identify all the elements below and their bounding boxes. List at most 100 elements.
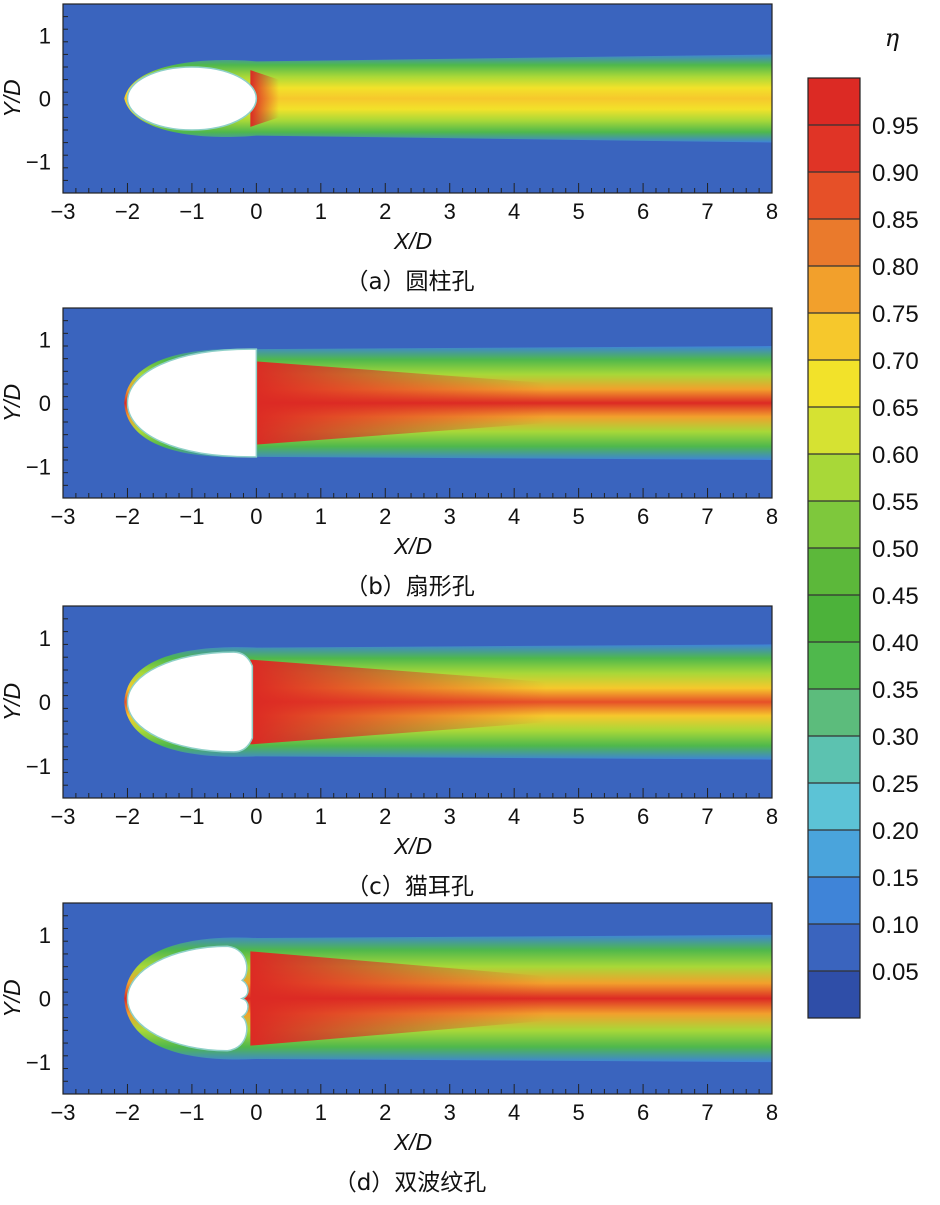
x-tick-label: −3 bbox=[50, 804, 75, 829]
x-tick-label: −3 bbox=[50, 1100, 75, 1125]
x-tick-label: 0 bbox=[250, 1100, 262, 1125]
colorbar-tick-label: 0.35 bbox=[872, 677, 919, 704]
x-tick-label: 0 bbox=[250, 504, 262, 529]
eta-field bbox=[63, 606, 772, 798]
colorbar-tick-label: 0.65 bbox=[872, 395, 919, 422]
colorbar-band bbox=[808, 313, 860, 361]
plot-frame bbox=[62, 3, 773, 194]
y-axis-title: Y/D bbox=[0, 979, 25, 1017]
colorbar-band bbox=[808, 548, 860, 596]
x-tick-label: 3 bbox=[444, 504, 456, 529]
colorbar-tick-label: 0.25 bbox=[872, 771, 919, 798]
colorbar-tick-label: 0.60 bbox=[872, 442, 919, 469]
coolant-jet bbox=[124, 54, 772, 143]
x-tick-label: −2 bbox=[115, 804, 140, 829]
x-tick-label: 6 bbox=[637, 1100, 649, 1125]
axis-ticks bbox=[62, 902, 773, 1095]
y-axis-title: Y/D bbox=[0, 683, 25, 721]
x-tick-label: 6 bbox=[637, 504, 649, 529]
plot-frame bbox=[62, 605, 773, 799]
panel-caption: （d）双波纹孔 bbox=[334, 1170, 487, 1196]
hole-outline bbox=[126, 348, 258, 458]
axis-ticks bbox=[62, 3, 773, 194]
x-tick-label: 8 bbox=[766, 199, 778, 224]
plot-frame bbox=[62, 307, 773, 499]
x-tick-label: 6 bbox=[637, 804, 649, 829]
x-tick-label: 4 bbox=[508, 804, 520, 829]
x-tick-label: 2 bbox=[379, 199, 391, 224]
x-tick-label: −3 bbox=[50, 199, 75, 224]
y-tick-label: 1 bbox=[39, 626, 51, 651]
x-tick-label: 6 bbox=[637, 199, 649, 224]
y-tick-label: 0 bbox=[39, 987, 51, 1012]
colorbar-band bbox=[808, 736, 860, 784]
x-tick-label: −1 bbox=[179, 1100, 204, 1125]
y-tick-label: −1 bbox=[26, 1050, 51, 1075]
colorbar-band bbox=[808, 924, 860, 972]
x-tick-label: −1 bbox=[179, 804, 204, 829]
axis-ticks bbox=[62, 605, 773, 799]
panel-b: −3 −2 −1 0 1 2 3 4 5 6 7 8 1 0 −1 X/D Y/D （b）扇形孔 bbox=[0, 307, 778, 600]
colorbar-band bbox=[808, 125, 860, 173]
x-tick-label: 2 bbox=[379, 504, 391, 529]
colorbar-tick-label: 0.45 bbox=[872, 583, 919, 610]
x-tick-label: 5 bbox=[573, 504, 585, 529]
colorbar-band bbox=[808, 642, 860, 690]
x-tick-label: −1 bbox=[179, 199, 204, 224]
colorbar-tick-label: 0.10 bbox=[872, 912, 919, 939]
colorbar-band bbox=[808, 501, 860, 549]
x-tick-label: 8 bbox=[766, 804, 778, 829]
colorbar-band bbox=[808, 783, 860, 831]
x-tick-label: −1 bbox=[179, 504, 204, 529]
eta-field bbox=[63, 4, 772, 193]
y-tick-label: 1 bbox=[39, 923, 51, 948]
panel-caption: （a）圆柱孔 bbox=[345, 269, 474, 295]
colorbar: 0.95 0.90 0.85 0.80 0.75 0.70 0.65 0.60 0.55 0.50… bbox=[807, 24, 919, 1019]
colorbar-band bbox=[808, 830, 860, 878]
y-tick-label: −1 bbox=[26, 454, 51, 479]
x-tick-label: 3 bbox=[444, 804, 456, 829]
panel-caption: （b）扇形孔 bbox=[345, 574, 475, 600]
jet-core bbox=[250, 951, 547, 1046]
panel-caption: （c）猫耳孔 bbox=[346, 874, 474, 900]
panel-a: −3 −2 −1 0 1 2 3 4 5 6 7 8 1 0 −1 X/D Y/D （a）圆柱孔 bbox=[0, 3, 778, 295]
x-tick-label: 7 bbox=[701, 804, 713, 829]
x-tick-label: 4 bbox=[508, 504, 520, 529]
x-tick-label: 1 bbox=[315, 1100, 327, 1125]
x-tick-label: −2 bbox=[115, 504, 140, 529]
plot-frame bbox=[62, 902, 773, 1095]
x-axis-title: X/D bbox=[393, 1129, 432, 1155]
colorbar-band bbox=[808, 971, 860, 1019]
colorbar-tick-label: 0.80 bbox=[872, 254, 919, 281]
jet-core bbox=[250, 659, 547, 745]
colorbar-tick-label: 0.30 bbox=[872, 724, 919, 751]
y-tick-label: 1 bbox=[39, 24, 51, 49]
x-tick-label: −2 bbox=[115, 199, 140, 224]
hole-outline bbox=[126, 651, 254, 753]
colorbar-tick-label: 0.90 bbox=[872, 160, 919, 187]
colorbar-tick-label: 0.50 bbox=[872, 536, 919, 563]
x-tick-label: 4 bbox=[508, 1100, 520, 1125]
y-axis-title: Y/D bbox=[0, 79, 25, 117]
hole-outline bbox=[126, 945, 249, 1052]
colorbar-band bbox=[808, 407, 860, 455]
colorbar-tick-label: 0.15 bbox=[872, 865, 919, 892]
colorbar-band bbox=[808, 172, 860, 220]
jet-core bbox=[250, 70, 279, 127]
colorbar-band bbox=[808, 266, 860, 314]
panel-d: −3 −2 −1 0 1 2 3 4 5 6 7 8 1 0 −1 X/D Y/D （d）双波纹孔 bbox=[0, 902, 778, 1196]
y-tick-label: 0 bbox=[39, 87, 51, 112]
panel-c: −3 −2 −1 0 1 2 3 4 5 6 7 8 1 0 −1 X/D Y/D （c）猫耳孔 bbox=[0, 605, 778, 900]
x-tick-label: 8 bbox=[766, 504, 778, 529]
x-axis-title: X/D bbox=[393, 833, 432, 859]
x-tick-label: 2 bbox=[379, 804, 391, 829]
x-tick-label: 0 bbox=[250, 804, 262, 829]
x-tick-label: 1 bbox=[315, 199, 327, 224]
x-tick-label: 8 bbox=[766, 1100, 778, 1125]
x-tick-label: −2 bbox=[115, 1100, 140, 1125]
colorbar-band bbox=[808, 877, 860, 925]
y-tick-label: 1 bbox=[39, 328, 51, 353]
colorbar-band bbox=[808, 595, 860, 643]
y-axis-title: Y/D bbox=[0, 384, 25, 422]
x-tick-label: 7 bbox=[701, 1100, 713, 1125]
